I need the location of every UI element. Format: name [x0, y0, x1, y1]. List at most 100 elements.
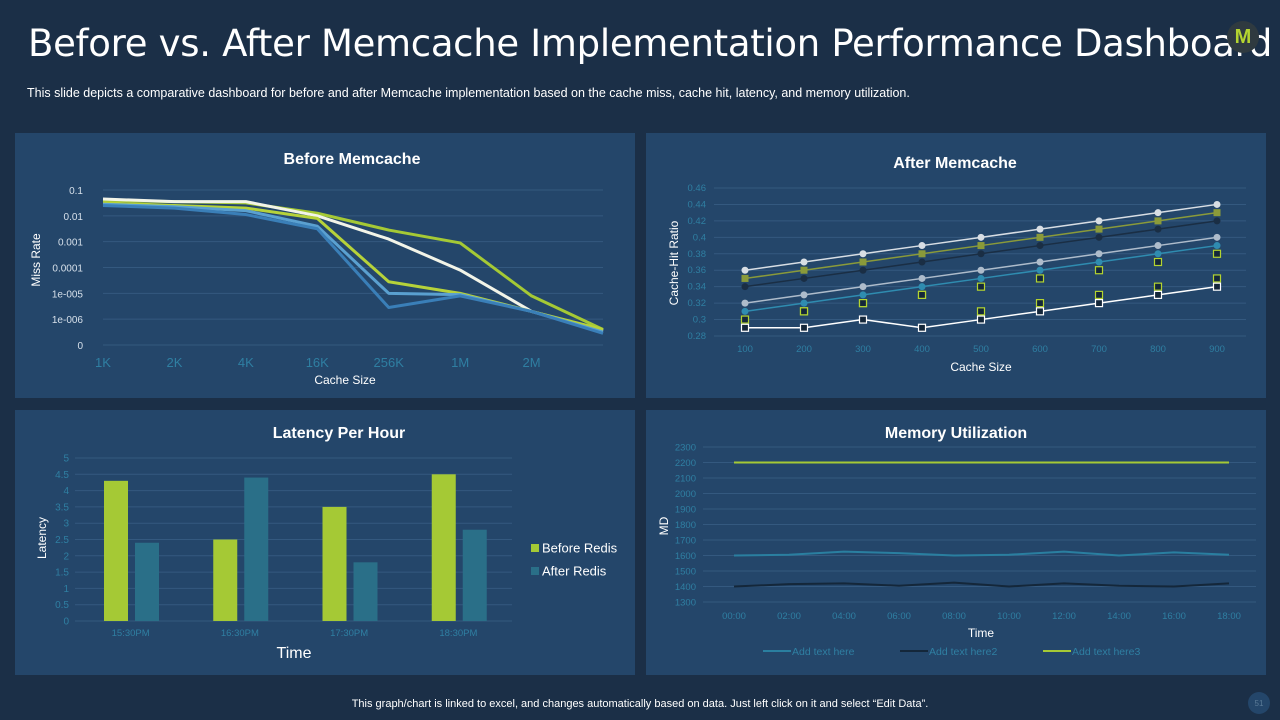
x-tick-label: 2K: [166, 355, 182, 370]
y-tick-label: 2200: [675, 458, 696, 469]
data-point-a5: [741, 307, 749, 315]
before-memcache-panel[interactable]: Before Memcache 0 1e-006 1e-005 0.0001 0.001 0…: [15, 133, 635, 398]
y-tick-label: 0.0001: [52, 264, 83, 275]
y-tick-label: 3.5: [55, 502, 69, 513]
data-point-a4: [977, 266, 985, 274]
chart-title: Latency Per Hour: [273, 425, 405, 442]
data-point-a2: [1036, 233, 1044, 241]
data-point-a2: [859, 258, 867, 266]
legend-label: Add text here3: [1072, 646, 1140, 658]
data-point-a1: [1036, 225, 1044, 233]
x-tick-label: 900: [1209, 344, 1225, 355]
data-point-a4: [800, 291, 808, 299]
data-point-a7: [740, 323, 750, 332]
data-point-a5: [1213, 242, 1221, 250]
memory-chart: Memory Utilization 1300 1400 1500 1600 1700 18…: [657, 425, 1256, 658]
data-point-a3: [1036, 242, 1044, 250]
data-point-a6: [1094, 290, 1104, 299]
data-point-a1: [977, 233, 985, 241]
data-point-a7: [917, 323, 927, 332]
y-tick-label: 0.42: [688, 216, 707, 227]
x-tick-label: 600: [1032, 344, 1048, 355]
page-number: 51: [1248, 692, 1270, 714]
data-point-a2: [977, 242, 985, 250]
data-point-a1: [918, 242, 926, 250]
x-axis-label: Cache Size: [950, 360, 1012, 374]
data-point-a4: [1036, 258, 1044, 266]
x-tick-label: 17:30PM: [330, 628, 368, 639]
x-tick-label: 300: [855, 344, 871, 355]
x-tick-label: 02:00: [777, 611, 801, 622]
x-axis-label: Time: [277, 645, 312, 662]
data-point-a3: [741, 283, 749, 291]
x-tick-label: 10:00: [997, 611, 1021, 622]
x-tick-label: 15:30PM: [112, 628, 150, 639]
y-tick-label: 0.38: [688, 249, 707, 260]
y-tick-label: 1600: [675, 551, 696, 562]
data-point-a2: [800, 266, 808, 274]
y-tick-label: 0.001: [58, 238, 83, 249]
y-tick-label: 3: [63, 519, 69, 530]
y-tick-label: 4.5: [55, 470, 69, 481]
y-tick-label: 0.5: [55, 600, 69, 611]
data-point-a2: [1154, 217, 1162, 225]
x-tick-label: 18:00: [1217, 611, 1241, 622]
x-tick-label: 256K: [374, 355, 405, 370]
x-tick-label: 2M: [523, 355, 541, 370]
chart-title: After Memcache: [893, 155, 1017, 172]
data-point-extra: [917, 290, 927, 299]
memory-panel[interactable]: Memory Utilization 1300 1400 1500 1600 1700 18…: [646, 410, 1266, 675]
latency-chart: Latency Per Hour 0 0.5 1 1.5 2 2.5 3 3.5 4 4.5 5 15:…: [35, 425, 618, 662]
x-tick-label: 14:00: [1107, 611, 1131, 622]
data-point-extra: [858, 299, 868, 308]
data-point-a2: [1213, 209, 1221, 217]
data-point-a2: [741, 274, 749, 282]
data-point-extra: [1094, 266, 1104, 275]
y-axis-label: Miss Rate: [29, 233, 43, 287]
bar-after-redis: [462, 529, 487, 621]
legend-label: Add text here: [792, 646, 855, 658]
data-point-a6: [1212, 274, 1222, 283]
y-tick-label: 2000: [675, 489, 696, 500]
data-point-a1: [1154, 209, 1162, 217]
latency-panel[interactable]: Latency Per Hour 0 0.5 1 1.5 2 2.5 3 3.5 4 4.5 5 15:…: [15, 410, 635, 675]
y-tick-label: 0.44: [688, 199, 707, 210]
series-line-0: [733, 550, 1230, 557]
after-memcache-panel[interactable]: After Memcache 0.28 0.3 0.32 0.34 0.36 0.38 0.4…: [646, 133, 1266, 398]
data-point-a1: [859, 250, 867, 258]
bar-after-redis: [135, 542, 159, 621]
data-point-a2: [1095, 225, 1103, 233]
series-line-1: [733, 581, 1230, 588]
bar-before-redis: [431, 474, 456, 621]
page-title: Before vs. After Memcache Implementation…: [28, 22, 1273, 65]
data-point-extra: [1035, 274, 1045, 283]
bar-before-redis: [322, 506, 347, 621]
y-tick-label: 2.5: [55, 535, 69, 546]
bar-after-redis: [244, 477, 269, 621]
y-tick-label: 1300: [675, 598, 696, 609]
data-point-a7: [858, 315, 868, 324]
x-tick-label: 12:00: [1052, 611, 1076, 622]
data-point-a5: [800, 299, 808, 307]
data-point-a3: [1213, 217, 1221, 225]
x-tick-label: 08:00: [942, 611, 966, 622]
data-point-a1: [741, 266, 749, 274]
data-point-a3: [800, 274, 808, 282]
legend-label: Before Redis: [542, 541, 618, 556]
x-tick-label: 16:00: [1162, 611, 1186, 622]
bar-before-redis: [104, 480, 128, 621]
y-tick-label: 1900: [675, 505, 696, 516]
x-tick-label: 100: [737, 344, 753, 355]
y-tick-label: 1e-006: [52, 315, 84, 326]
y-tick-label: 0.1: [69, 186, 83, 197]
y-tick-label: 2300: [675, 443, 696, 454]
bar-after-redis: [353, 562, 378, 621]
legend-swatch: [531, 567, 539, 575]
footer-note: This graph/chart is linked to excel, and…: [351, 698, 929, 710]
y-axis-label: Cache-Hit Ratio: [667, 220, 681, 305]
y-tick-label: 5: [63, 454, 69, 465]
data-point-a2: [918, 250, 926, 258]
data-point-a4: [1213, 233, 1221, 241]
x-axis-label: Time: [968, 626, 995, 640]
data-point-a4: [918, 274, 926, 282]
